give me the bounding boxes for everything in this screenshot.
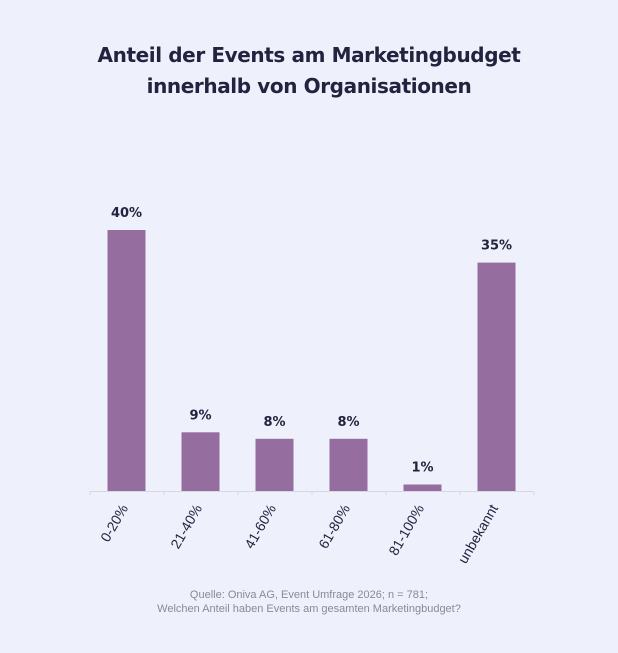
source-note-line-2: Welchen Anteil haben Events am gesamten … (157, 603, 461, 615)
data-label-unbekannt: 35% (481, 239, 512, 254)
x-axis (89, 491, 535, 495)
data-label-61-80: 8% (337, 415, 359, 430)
bars-group (107, 230, 516, 491)
x-tick-label-81-100: 81-100% (385, 502, 427, 559)
bar-81-100 (403, 484, 442, 491)
chart-title-line-1: Anteil der Events am Marketingbudget (97, 43, 521, 67)
bar-21-40 (181, 432, 220, 491)
data-label-21-40: 9% (189, 408, 211, 423)
x-tick-label-21-40: 21-40% (167, 502, 205, 552)
data-labels-group: 40% 9% 8% 8% 1% 35% (111, 206, 512, 476)
data-label-41-60: 8% (263, 415, 285, 430)
data-label-0-20: 40% (111, 206, 142, 221)
source-note: Quelle: Oniva AG, Event Umfrage 2026; n … (0, 588, 618, 616)
bar-unbekannt (477, 262, 516, 491)
bar-0-20 (107, 230, 146, 491)
x-tick-label-41-60: 41-60% (241, 502, 279, 552)
data-label-81-100: 1% (411, 461, 433, 476)
chart-title: Anteil der Events am Marketingbudget inn… (0, 40, 618, 102)
x-tick-label-unbekannt: unbekannt (455, 501, 502, 566)
x-tick-label-0-20: 0-20% (97, 502, 131, 545)
bar-61-80 (329, 438, 368, 491)
x-tick-labels-group: 0-20% 21-40% 41-60% 61-80% 81-100% unbekannt (97, 501, 501, 566)
x-tick-label-61-80: 61-80% (315, 502, 353, 552)
source-note-line-1: Quelle: Oniva AG, Event Umfrage 2026; n … (189, 589, 429, 601)
bar-41-60 (255, 438, 294, 491)
chart-title-line-2: innerhalb von Organisationen (146, 74, 472, 98)
